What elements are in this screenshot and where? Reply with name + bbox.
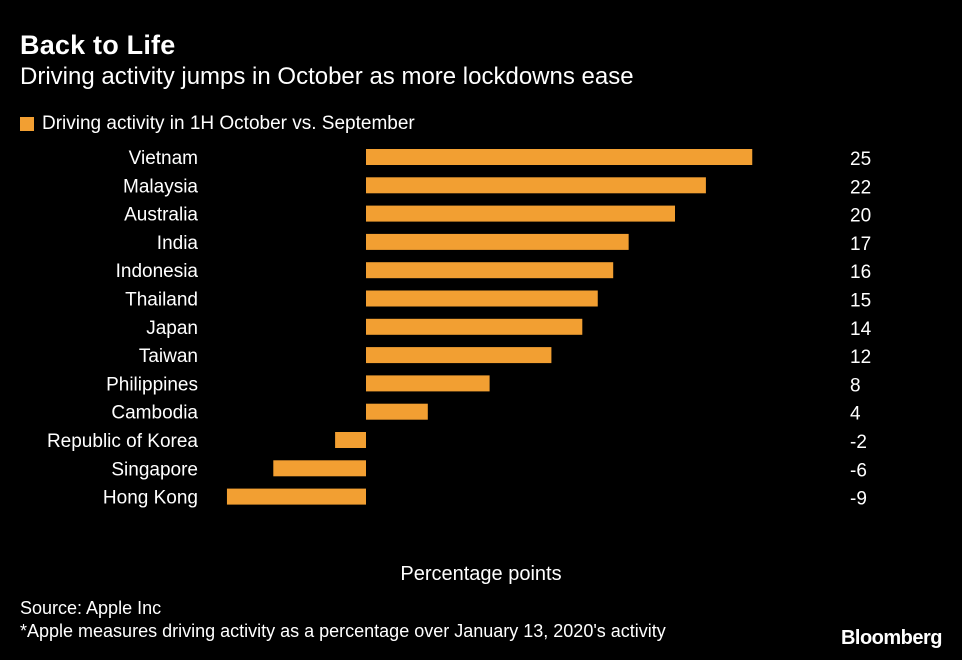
category-label: Japan — [146, 318, 198, 339]
bar-chart: Vietnam 25 Malaysia 22 Australia 20 India 17 Ind… — [47, 148, 872, 510]
category-label: Malaysia — [123, 176, 198, 197]
value-label: 20 — [850, 206, 871, 227]
bar — [366, 347, 552, 364]
category-label: Hong Kong — [103, 488, 198, 509]
bar — [366, 177, 706, 194]
category-label: Australia — [124, 205, 198, 226]
bar — [273, 460, 366, 477]
category-label: India — [157, 233, 199, 254]
value-label: -9 — [850, 489, 867, 510]
value-label: 12 — [850, 347, 871, 368]
value-label: 17 — [850, 234, 871, 255]
category-label: Singapore — [111, 459, 198, 480]
legend-swatch — [20, 117, 34, 131]
bloomberg-logo: Bloomberg — [840, 627, 943, 649]
source-note: Source: Apple Inc — [20, 598, 162, 618]
value-label: 4 — [850, 404, 861, 425]
value-label: 25 — [850, 149, 871, 170]
bar — [226, 488, 366, 505]
legend: Driving activity in 1H October vs. Septe… — [20, 113, 415, 135]
category-label: Taiwan — [139, 346, 198, 367]
category-label: Thailand — [125, 290, 198, 311]
category-label: Republic of Korea — [47, 431, 198, 452]
value-label: 8 — [850, 375, 861, 396]
bar — [366, 149, 753, 165]
category-label: Indonesia — [116, 261, 199, 282]
value-label: -2 — [850, 432, 867, 453]
chart-subtitle: Driving activity jumps in October as mor… — [20, 63, 634, 90]
value-label: 15 — [850, 291, 871, 312]
x-axis-label: Percentage points — [400, 563, 562, 585]
category-label: Philippines — [106, 374, 198, 395]
bar — [366, 205, 675, 222]
category-label: Vietnam — [129, 148, 198, 169]
footnote: *Apple measures driving activity as a pe… — [20, 621, 666, 641]
bar — [366, 233, 629, 250]
category-label: Cambodia — [111, 403, 198, 424]
value-label: 22 — [850, 177, 871, 198]
value-label: 16 — [850, 262, 871, 283]
bar — [366, 375, 490, 392]
legend-label: Driving activity in 1H October vs. Septe… — [42, 113, 415, 134]
bar — [366, 290, 598, 307]
bar — [366, 262, 614, 279]
bar — [366, 318, 583, 335]
bar — [335, 432, 366, 448]
bar — [366, 403, 428, 420]
value-label: -6 — [850, 460, 867, 481]
chart-title: Back to Life — [20, 30, 176, 60]
value-label: 14 — [850, 319, 872, 340]
